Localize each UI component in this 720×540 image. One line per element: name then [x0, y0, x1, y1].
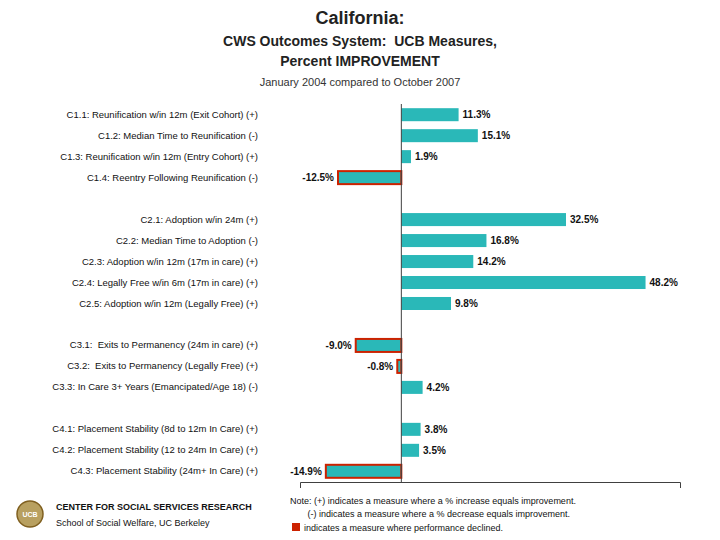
bar	[401, 150, 411, 163]
y-tick: C2.4: Legally Free w/in 6m (17m in care)…	[72, 277, 258, 288]
y-axis: C1.1: Reunification w/in 12m (Exit Cohor…	[52, 109, 258, 477]
y-tick: C2.2: Median Time to Adoption (-)	[116, 235, 258, 246]
y-tick: C1.3: Reunification w/in 12m (Entry Coho…	[60, 151, 258, 162]
bar	[401, 234, 486, 247]
data-label: 4.2%	[427, 382, 450, 393]
data-labels: 11.3% 15.1% 1.9% -12.5% 32.5% 16.8% 14.2% 48.2%…	[290, 109, 678, 477]
bar	[401, 108, 458, 121]
y-tick-label: C3.2: Exits to Permanency (Legally Free)…	[67, 360, 258, 371]
y-tick: C2.1: Adoption w/in 24m (+)	[141, 214, 259, 225]
plot-area	[326, 104, 646, 482]
bar	[401, 276, 645, 289]
y-tick: C2.5: Adoption w/in 12m (Legally Free) (…	[79, 298, 258, 309]
bar	[401, 255, 473, 268]
annotation: CENTER FOR SOCIAL SERVICES RESEARCH	[56, 502, 252, 512]
bar	[356, 339, 402, 352]
bar	[401, 129, 478, 142]
data-label: 9.8%	[455, 298, 478, 309]
y-tick: C1.1: Reunification w/in 12m (Exit Cohor…	[67, 109, 258, 120]
y-tick: C3.1: Exits to Permanency (24m in care) …	[70, 339, 258, 350]
y-tick: C2.3: Adoption w/in 12m (17m in care) (+…	[82, 256, 258, 267]
y-tick-label: C1.4: Reentry Following Reunification (-…	[87, 172, 258, 183]
data-label: -0.8%	[367, 361, 393, 372]
y-tick: C4.3: Placement Stability (24m+ In Care)…	[71, 465, 258, 476]
title: Percent IMPROVEMENT	[280, 53, 440, 69]
bar	[401, 381, 422, 394]
y-tick: C3.2: Exits to Permanency (Legally Free)…	[67, 360, 258, 371]
y-tick-label: C3.1: Exits to Permanency (24m in care) …	[70, 339, 258, 350]
y-tick-label: C1.3: Reunification w/in 12m (Entry Coho…	[60, 151, 258, 162]
y-tick-label: C4.2: Placement Stability (12 to 24m In …	[52, 444, 258, 455]
bar	[401, 423, 420, 436]
title: California:	[315, 8, 404, 28]
bar	[401, 444, 419, 457]
y-tick-label: C2.1: Adoption w/in 24m (+)	[141, 214, 259, 225]
x-axis-line	[301, 483, 681, 489]
data-label: 48.2%	[650, 277, 678, 288]
data-label: 3.5%	[423, 445, 446, 456]
data-label: -14.9%	[290, 466, 322, 477]
y-tick: C1.2: Median Time to Reunification (-)	[98, 130, 258, 141]
y-tick-label: C2.3: Adoption w/in 12m (17m in care) (+…	[82, 256, 258, 267]
data-label: -9.0%	[326, 340, 352, 351]
y-tick: C4.2: Placement Stability (12 to 24m In …	[52, 444, 258, 455]
y-tick-label: C3.3: In Care 3+ Years (Emancipated/Age …	[52, 381, 258, 392]
annotation: School of Social Welfare, UC Berkeley	[56, 518, 210, 528]
bar	[326, 465, 401, 478]
data-label: 16.8%	[490, 235, 518, 246]
data-label: 1.9%	[415, 151, 438, 162]
title: CWS Outcomes System: UCB Measures,	[223, 33, 497, 49]
y-tick-label: C2.2: Median Time to Adoption (-)	[116, 235, 258, 246]
y-tick-label: C1.2: Median Time to Reunification (-)	[98, 130, 258, 141]
data-label: -12.5%	[302, 172, 334, 183]
x-axis	[301, 483, 681, 489]
y-tick-label: C2.4: Legally Free w/in 6m (17m in care)…	[72, 277, 258, 288]
y-tick-label: C4.3: Placement Stability (24m+ In Care)…	[71, 465, 258, 476]
legend-swatch	[292, 523, 300, 531]
y-tick: C3.3: In Care 3+ Years (Emancipated/Age …	[52, 381, 258, 392]
y-tick: C4.1: Placement Stability (8d to 12m In …	[52, 423, 258, 434]
data-label: 32.5%	[570, 214, 598, 225]
bar	[401, 213, 566, 226]
annotation: indicates a measure where performance de…	[304, 523, 503, 533]
subtitle: January 2004 compared to October 2007	[260, 76, 461, 88]
data-label: 11.3%	[463, 109, 491, 120]
y-tick-label: C1.1: Reunification w/in 12m (Exit Cohor…	[67, 109, 258, 120]
annotation: UCB	[22, 511, 37, 518]
zero-line	[401, 104, 402, 482]
annotation: (-) indicates a measure where a % decrea…	[290, 509, 570, 519]
y-tick: C1.4: Reentry Following Reunification (-…	[87, 172, 258, 183]
footer: UCB CENTER FOR SOCIAL SERVICES RESEARCH Sc…	[17, 496, 576, 533]
y-tick-label: C4.1: Placement Stability (8d to 12m In …	[52, 423, 258, 434]
logo	[17, 501, 43, 527]
bar	[338, 171, 401, 184]
chart-svg: California: CWS Outcomes System: UCB Meas…	[0, 0, 720, 540]
bar	[397, 360, 401, 373]
data-label: 15.1%	[482, 130, 510, 141]
bar	[401, 297, 451, 310]
data-label: 14.2%	[477, 256, 505, 267]
data-label: 3.8%	[425, 424, 448, 435]
annotation: Note: (+) indicates a measure where a % …	[290, 496, 576, 506]
y-tick-label: C2.5: Adoption w/in 12m (Legally Free) (…	[79, 298, 258, 309]
